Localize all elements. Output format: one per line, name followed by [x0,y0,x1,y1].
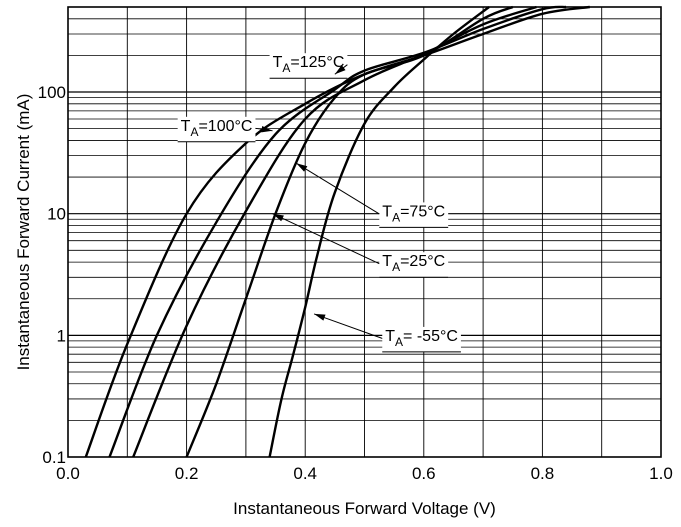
y-tick-label: 10 [47,205,66,224]
series-label-bg [382,326,461,352]
grid [68,7,661,457]
series-label-text: TA=125°C [273,54,345,75]
annotations: TA=125°C TA=100°C TA=75°C TA=25°C TA= -55°C [177,53,461,353]
series-label-text: TA=75°C [382,203,445,224]
series-arrow-line [296,162,380,215]
series-label-1: TA=100°C [177,116,256,143]
x-tick-label: 1.0 [649,464,673,483]
x-tick-label: 0.2 [175,464,199,483]
x-tick-label: 0.4 [293,464,317,483]
series-label-0: TA=125°C [269,53,348,79]
y-axis-title: Instantaneous Forward Current (mA) [14,94,33,371]
series-arrow-head [272,213,284,222]
series-arrow-head [334,65,346,75]
series-line-1 [108,5,567,458]
series-label-bg [177,116,256,142]
series-arrow-head [261,126,273,133]
series-line-4 [268,6,490,458]
series-label-2: TA=75°C [379,202,449,228]
curves [84,5,590,458]
series-arrow-line [313,313,383,339]
series-arrow-line [272,213,380,265]
series-arrow-head [314,313,326,321]
series-line-3 [185,5,514,458]
tick-labels: 0.0 0.2 0.4 0.6 0.8 1.0 0.1 1 10 100 [38,83,673,483]
series-label-text: TA= -55°C [385,328,458,349]
series-label-3: TA=25°C [379,252,449,278]
y-tick-label: 1 [57,326,66,345]
y-tick-label: 0.1 [42,448,66,467]
x-tick-label: 0.0 [56,464,80,483]
series-label-bg [379,202,449,228]
series-line-0 [84,5,590,458]
series-label-4: TA= -55°C [382,326,461,353]
series-label-bg [269,53,348,79]
x-tick-label: 0.6 [412,464,436,483]
y-tick-label: 100 [38,83,66,102]
x-axis-title: Instantaneous Forward Voltage (V) [233,499,496,518]
series-label-text: TA=100°C [181,118,253,139]
series-line-2 [132,5,537,458]
plot-frame [67,6,662,458]
series-label-bg [379,252,449,278]
series-label-text: TA=25°C [382,253,445,274]
x-tick-label: 0.8 [531,464,555,483]
series-arrow-head [296,163,308,172]
